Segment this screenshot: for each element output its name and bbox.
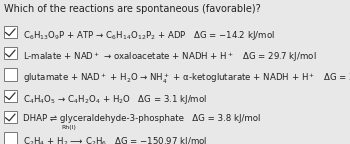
Bar: [4, 68, 17, 81]
Bar: [4, 47, 17, 59]
Text: Rh(I): Rh(I): [61, 125, 76, 130]
Bar: [4, 90, 17, 102]
Text: C$_6$H$_{13}$O$_9$P + ATP → C$_6$H$_{14}$O$_{12}$P$_2$ + ADP   ΔG = −14.2 kJ/mol: C$_6$H$_{13}$O$_9$P + ATP → C$_6$H$_{14}…: [23, 29, 275, 42]
Text: C$_2$H$_4$ + H$_2$ ⟶ C$_2$H$_6$   ΔG = −150.97 kJ/mol: C$_2$H$_4$ + H$_2$ ⟶ C$_2$H$_6$ ΔG = −15…: [23, 135, 207, 144]
Bar: [4, 132, 17, 144]
Text: glutamate + NAD$^+$ + H$_2$O → NH$_4^+$ + α-ketoglutarate + NADH + H$^+$   ΔG = : glutamate + NAD$^+$ + H$_2$O → NH$_4^+$ …: [23, 71, 350, 86]
Text: DHAP ⇌ glyceraldehyde-3-phosphate   ΔG = 3.8 kJ/mol: DHAP ⇌ glyceraldehyde-3-phosphate ΔG = 3…: [23, 114, 260, 123]
Text: Which of the reactions are spontaneous (favorable)?: Which of the reactions are spontaneous (…: [4, 4, 261, 14]
Bar: [4, 111, 17, 123]
Text: L-malate + NAD$^+$ → oxaloacetate + NADH + H$^+$   ΔG = 29.7 kJ/mol: L-malate + NAD$^+$ → oxaloacetate + NADH…: [23, 50, 316, 64]
Bar: [4, 26, 17, 38]
Text: C$_4$H$_4$O$_5$ → C$_4$H$_2$O$_4$ + H$_2$O   ΔG = 3.1 kJ/mol: C$_4$H$_4$O$_5$ → C$_4$H$_2$O$_4$ + H$_2…: [23, 93, 207, 106]
